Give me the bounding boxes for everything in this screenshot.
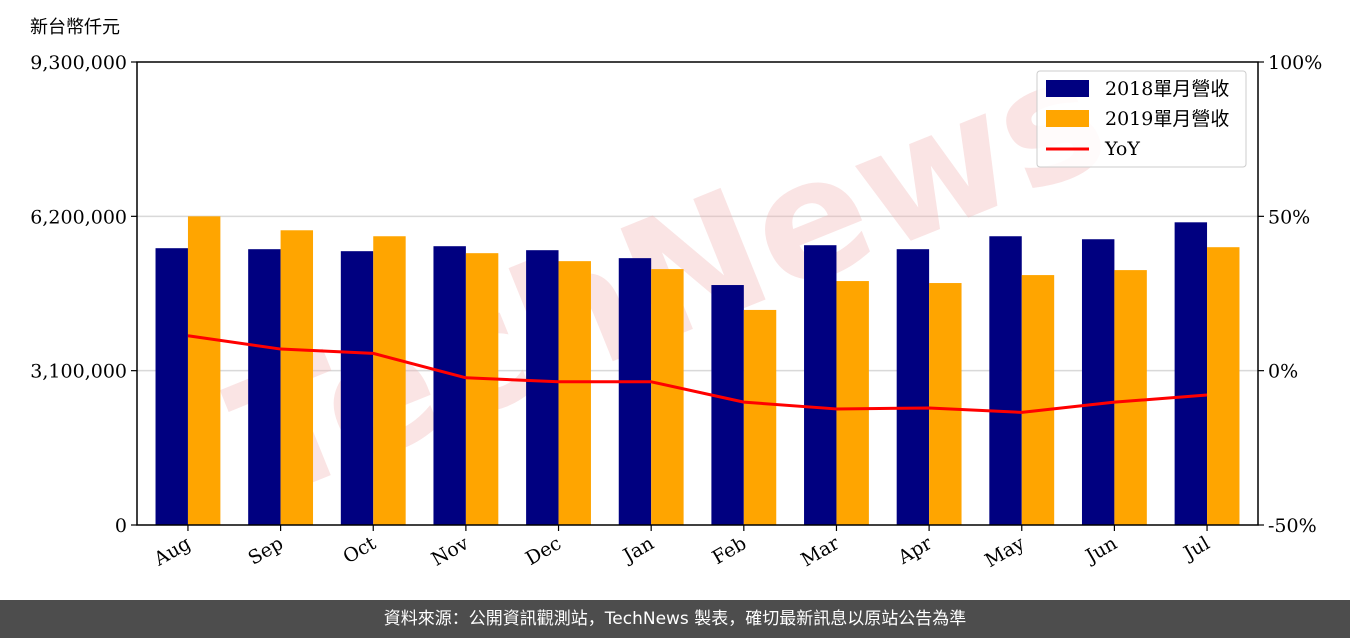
x-tick-label: May xyxy=(981,532,1028,572)
bar-2018 xyxy=(526,250,559,525)
x-tick-label: Jul xyxy=(1178,532,1213,565)
bar-2019 xyxy=(187,216,221,526)
left-tick-label: 6,200,000 xyxy=(30,206,127,228)
legend-swatch xyxy=(1046,80,1089,97)
right-tick-label: 100% xyxy=(1268,52,1322,74)
right-tick-label: 50% xyxy=(1268,206,1310,228)
legend-label: 2019單月營收 xyxy=(1105,108,1229,130)
x-tick-label: Dec xyxy=(522,532,565,570)
x-tick-label: Aug xyxy=(150,532,195,571)
bar-2018 xyxy=(340,251,374,525)
left-tick-label: 0 xyxy=(115,515,127,537)
bar-2019 xyxy=(373,236,406,525)
x-tick-label: Mar xyxy=(797,532,843,571)
x-tick-label: Jan xyxy=(618,532,658,568)
bar-2019 xyxy=(743,309,777,525)
bar-2019 xyxy=(651,269,684,525)
x-tick-label: Oct xyxy=(339,532,380,568)
bar-2018 xyxy=(711,285,744,525)
bar-2019 xyxy=(929,283,962,525)
bar-2018 xyxy=(896,249,930,525)
legend-label: YoY xyxy=(1104,138,1140,160)
right-tick-label: -50% xyxy=(1268,515,1317,537)
bar-2018 xyxy=(1174,222,1208,525)
bar-2019 xyxy=(1114,270,1147,525)
bar-2019 xyxy=(1207,247,1240,525)
bar-2018 xyxy=(989,236,1022,525)
bar-2019 xyxy=(836,281,869,525)
x-tick-label: Nov xyxy=(428,532,473,571)
yoy-line xyxy=(187,334,1208,414)
bar-2018 xyxy=(1081,239,1115,525)
left-tick-label: 9,300,000 xyxy=(30,52,127,74)
legend-swatch xyxy=(1046,110,1089,127)
bar-2019 xyxy=(1021,275,1055,525)
bar-2018 xyxy=(248,249,281,525)
y-unit-label: 新台幣仟元 xyxy=(30,17,120,38)
bar-2018 xyxy=(618,258,652,525)
bar-2018 xyxy=(433,246,466,526)
bar-2019 xyxy=(280,230,314,525)
plot-frame xyxy=(136,61,1259,526)
right-tick-label: 0% xyxy=(1268,361,1298,383)
legend-label: 2018單月營收 xyxy=(1105,78,1229,100)
x-tick-label: Apr xyxy=(893,532,936,569)
bar-2019 xyxy=(465,253,499,525)
x-tick-label: Jun xyxy=(1080,532,1121,568)
x-tick-label: Feb xyxy=(709,532,751,569)
x-tick-label: Sep xyxy=(245,532,288,569)
left-tick-label: 3,100,000 xyxy=(30,361,127,383)
bar-2018 xyxy=(155,248,188,526)
bar-2019 xyxy=(558,261,591,525)
source-footer: 資料來源：公開資訊觀測站，TechNews 製表，確切最新訊息以原站公告為準 xyxy=(0,600,1350,638)
revenue-chart: 新台幣仟元 TechNews 03,100,0006,200,0009,300,… xyxy=(30,16,1322,572)
bar-2018 xyxy=(804,245,837,525)
legend-box xyxy=(1036,70,1247,168)
